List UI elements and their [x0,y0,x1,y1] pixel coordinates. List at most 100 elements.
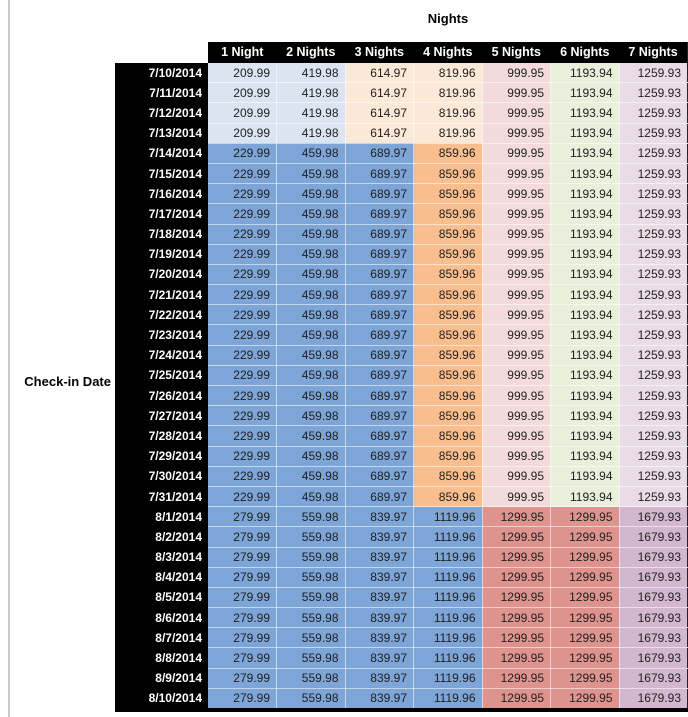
row-header-date[interactable]: 7/30/2014 [115,466,208,487]
price-cell[interactable]: 1119.96 [413,587,483,609]
price-cell[interactable]: 839.97 [345,587,414,609]
price-cell[interactable]: 1679.93 [619,647,688,669]
price-cell[interactable]: 1259.93 [619,345,688,366]
price-cell[interactable]: 999.95 [482,284,551,306]
price-cell[interactable]: 859.96 [413,284,483,306]
row-header-date[interactable]: 8/3/2014 [115,547,208,568]
price-cell[interactable]: 839.97 [345,526,414,548]
price-cell[interactable]: 1259.93 [619,365,688,387]
price-cell[interactable]: 1259.93 [619,102,688,124]
price-cell[interactable]: 859.96 [413,365,483,387]
price-cell[interactable]: 689.97 [345,203,414,225]
col-header-4-nights[interactable]: 4 Nights [413,42,482,63]
price-cell[interactable]: 559.98 [276,547,346,568]
price-cell[interactable]: 1259.93 [619,82,688,104]
row-header-date[interactable]: 7/14/2014 [115,143,208,164]
row-header-date[interactable]: 8/5/2014 [115,587,208,608]
price-cell[interactable]: 209.99 [208,102,277,124]
price-cell[interactable]: 229.99 [208,264,277,286]
col-header-7-nights[interactable]: 7 Nights [619,42,688,63]
row-header-date[interactable]: 7/20/2014 [115,264,208,285]
price-cell[interactable]: 689.97 [345,405,414,427]
price-cell[interactable]: 1193.94 [550,486,620,508]
price-cell[interactable]: 229.99 [208,365,277,387]
price-cell[interactable]: 1259.93 [619,62,688,84]
row-header-date[interactable]: 7/10/2014 [115,62,208,83]
price-cell[interactable]: 859.96 [413,244,483,265]
price-cell[interactable]: 1299.95 [482,607,551,629]
price-cell[interactable]: 689.97 [345,446,414,467]
price-cell[interactable]: 1259.93 [619,304,688,326]
price-cell[interactable]: 1299.95 [550,647,620,669]
price-cell[interactable]: 279.99 [208,688,277,711]
price-cell[interactable]: 1679.93 [619,567,688,588]
price-cell[interactable]: 229.99 [208,486,277,508]
price-cell[interactable]: 279.99 [208,547,277,568]
price-cell[interactable]: 1193.94 [550,405,620,427]
price-cell[interactable]: 1299.95 [482,547,551,568]
price-cell[interactable]: 999.95 [482,203,551,225]
price-cell[interactable]: 1193.94 [550,385,620,407]
price-cell[interactable]: 1193.94 [550,345,620,366]
price-cell[interactable]: 999.95 [482,385,551,407]
price-cell[interactable]: 559.98 [276,567,346,588]
row-header-date[interactable]: 7/26/2014 [115,385,208,406]
price-cell[interactable]: 1193.94 [550,365,620,387]
price-cell[interactable]: 859.96 [413,143,483,164]
price-cell[interactable]: 1119.96 [413,547,483,568]
price-cell[interactable]: 279.99 [208,526,277,548]
price-cell[interactable]: 1299.95 [550,506,620,528]
price-cell[interactable]: 819.96 [413,62,483,84]
price-cell[interactable]: 229.99 [208,203,277,225]
price-cell[interactable]: 1193.94 [550,183,620,205]
price-cell[interactable]: 1679.93 [619,587,688,609]
price-cell[interactable]: 689.97 [345,264,414,286]
price-cell[interactable]: 1259.93 [619,324,688,346]
row-header-date[interactable]: 7/27/2014 [115,405,208,426]
price-cell[interactable]: 459.98 [276,264,346,286]
price-cell[interactable]: 1119.96 [413,647,483,669]
price-cell[interactable]: 1193.94 [550,62,620,84]
row-header-date[interactable]: 7/31/2014 [115,486,208,507]
price-cell[interactable]: 279.99 [208,506,277,528]
price-cell[interactable]: 1299.95 [550,587,620,609]
price-cell[interactable]: 459.98 [276,405,346,427]
price-cell[interactable]: 859.96 [413,486,483,508]
price-cell[interactable]: 1299.95 [482,647,551,669]
price-cell[interactable]: 559.98 [276,688,346,711]
price-cell[interactable]: 999.95 [482,264,551,286]
price-cell[interactable]: 229.99 [208,224,277,245]
price-cell[interactable]: 689.97 [345,425,414,447]
row-header-date[interactable]: 8/9/2014 [115,668,208,689]
price-cell[interactable]: 229.99 [208,345,277,366]
price-cell[interactable]: 1259.93 [619,466,688,487]
row-header-date[interactable]: 7/25/2014 [115,365,208,386]
price-cell[interactable]: 1259.93 [619,183,688,205]
price-cell[interactable]: 1299.95 [550,627,620,649]
price-cell[interactable]: 419.98 [276,62,346,84]
price-cell[interactable]: 1119.96 [413,526,483,548]
price-cell[interactable]: 459.98 [276,244,346,265]
price-cell[interactable]: 859.96 [413,385,483,407]
price-cell[interactable]: 1299.95 [550,668,620,689]
row-header-date[interactable]: 7/19/2014 [115,244,208,265]
col-header-1-nights[interactable]: 1 Night [208,42,277,63]
price-cell[interactable]: 559.98 [276,607,346,629]
row-header-date[interactable]: 7/21/2014 [115,284,208,305]
price-cell[interactable]: 559.98 [276,526,346,548]
price-cell[interactable]: 1679.93 [619,627,688,649]
price-cell[interactable]: 279.99 [208,567,277,588]
price-cell[interactable]: 419.98 [276,123,346,144]
price-cell[interactable]: 459.98 [276,224,346,245]
price-cell[interactable]: 1193.94 [550,466,620,487]
row-header-date[interactable]: 8/2/2014 [115,526,208,547]
row-header-date[interactable]: 7/22/2014 [115,304,208,325]
price-cell[interactable]: 1299.95 [550,567,620,588]
price-cell[interactable]: 459.98 [276,284,346,306]
price-cell[interactable]: 999.95 [482,163,551,185]
price-cell[interactable]: 1259.93 [619,264,688,286]
price-cell[interactable]: 229.99 [208,405,277,427]
price-cell[interactable]: 459.98 [276,163,346,185]
price-cell[interactable]: 459.98 [276,446,346,467]
price-cell[interactable]: 999.95 [482,365,551,387]
